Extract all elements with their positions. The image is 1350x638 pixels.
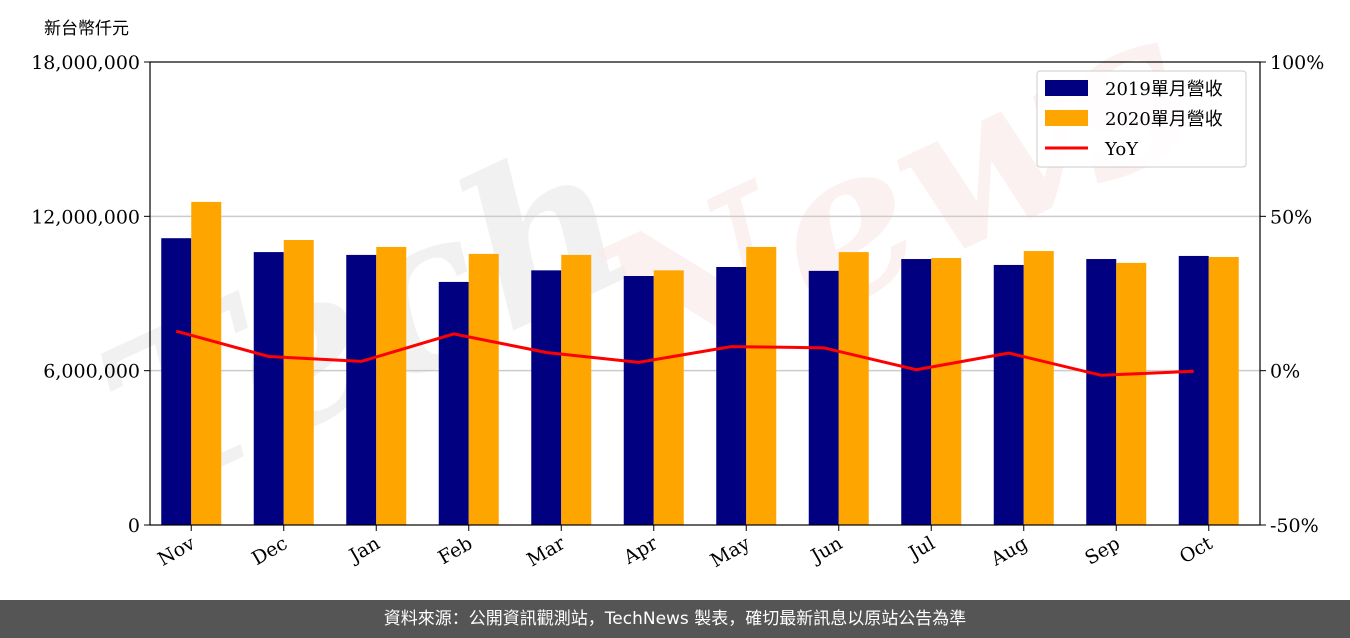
y-tick-label: 0 [128, 515, 140, 537]
x-tick-label: Oct [1176, 532, 1217, 568]
x-tick-label: Dec [248, 532, 291, 570]
bar-2019-Jul [901, 259, 932, 525]
yoy-line [175, 329, 1194, 377]
bar-2020-Sep [1116, 262, 1147, 525]
x-tick-label: Jul [904, 532, 939, 565]
legend-label-2020: 2020單月營收 [1105, 109, 1223, 130]
x-tick-label: Apr [619, 532, 662, 569]
x-tick-label: Jan [344, 532, 384, 568]
source-footer: 資料來源：公開資訊觀測站，TechNews 製表，確切最新訊息以原站公告為準 [0, 600, 1350, 638]
bar-2019-Apr [623, 276, 654, 525]
bar-2020-Feb [468, 253, 499, 526]
x-tick-label: Feb [434, 532, 476, 569]
bar-2019-Feb [438, 281, 469, 525]
x-tick-label: Mar [523, 532, 569, 571]
bar-2020-Jan [376, 246, 407, 525]
plot-frame [149, 61, 1261, 526]
bar-2019-Jun [808, 270, 839, 525]
bar-2019-Mar [531, 270, 562, 525]
y2-tick-label: 100% [1270, 52, 1324, 74]
bar-2019-Aug [993, 264, 1024, 525]
bar-2020-Dec [283, 239, 314, 525]
y-tick-label: 18,000,000 [31, 52, 140, 74]
y2-tick-label: 50% [1270, 206, 1312, 228]
x-tick-label: Jun [806, 532, 847, 568]
y-tick-label: 6,000,000 [43, 361, 140, 383]
legend-label-2019: 2019單月營收 [1105, 79, 1223, 100]
legend-label-yoy: YoY [1104, 139, 1139, 160]
bar-2020-Jul [931, 258, 962, 525]
bar-2020-Oct [1208, 256, 1239, 525]
bar-2019-Jan [346, 254, 377, 525]
x-tick-label: Aug [986, 532, 1031, 571]
bar-2020-Jun [838, 252, 869, 525]
bar-2019-Oct [1178, 255, 1209, 525]
chart: 新台幣仟元 Tech News 06,000,00012,000,00018,0… [31, 0, 1324, 572]
y2-tick-label: 0% [1270, 361, 1300, 383]
bar-2020-Nov [191, 201, 222, 525]
legend-swatch-2019 [1045, 80, 1088, 96]
bar-2020-Aug [1023, 251, 1054, 525]
y2-tick-label: -50% [1270, 515, 1319, 537]
x-tick-label: May [707, 532, 754, 572]
bar-2019-Nov [161, 238, 192, 526]
bar-2020-Apr [653, 270, 684, 525]
bar-2019-May [716, 267, 747, 525]
y-tick-label: 12,000,000 [31, 206, 140, 228]
y-axis-label: 新台幣仟元 [44, 19, 129, 39]
x-tick-label: Nov [154, 532, 199, 571]
bar-2020-May [746, 246, 777, 525]
legend: 2019單月營收 2020單月營收 YoY [1036, 70, 1247, 168]
bar-2020-Mar [561, 254, 592, 525]
bar-2019-Sep [1086, 259, 1117, 525]
legend-swatch-2020 [1045, 110, 1088, 126]
bar-2019-Dec [253, 252, 284, 525]
x-tick-label: Sep [1081, 532, 1124, 569]
